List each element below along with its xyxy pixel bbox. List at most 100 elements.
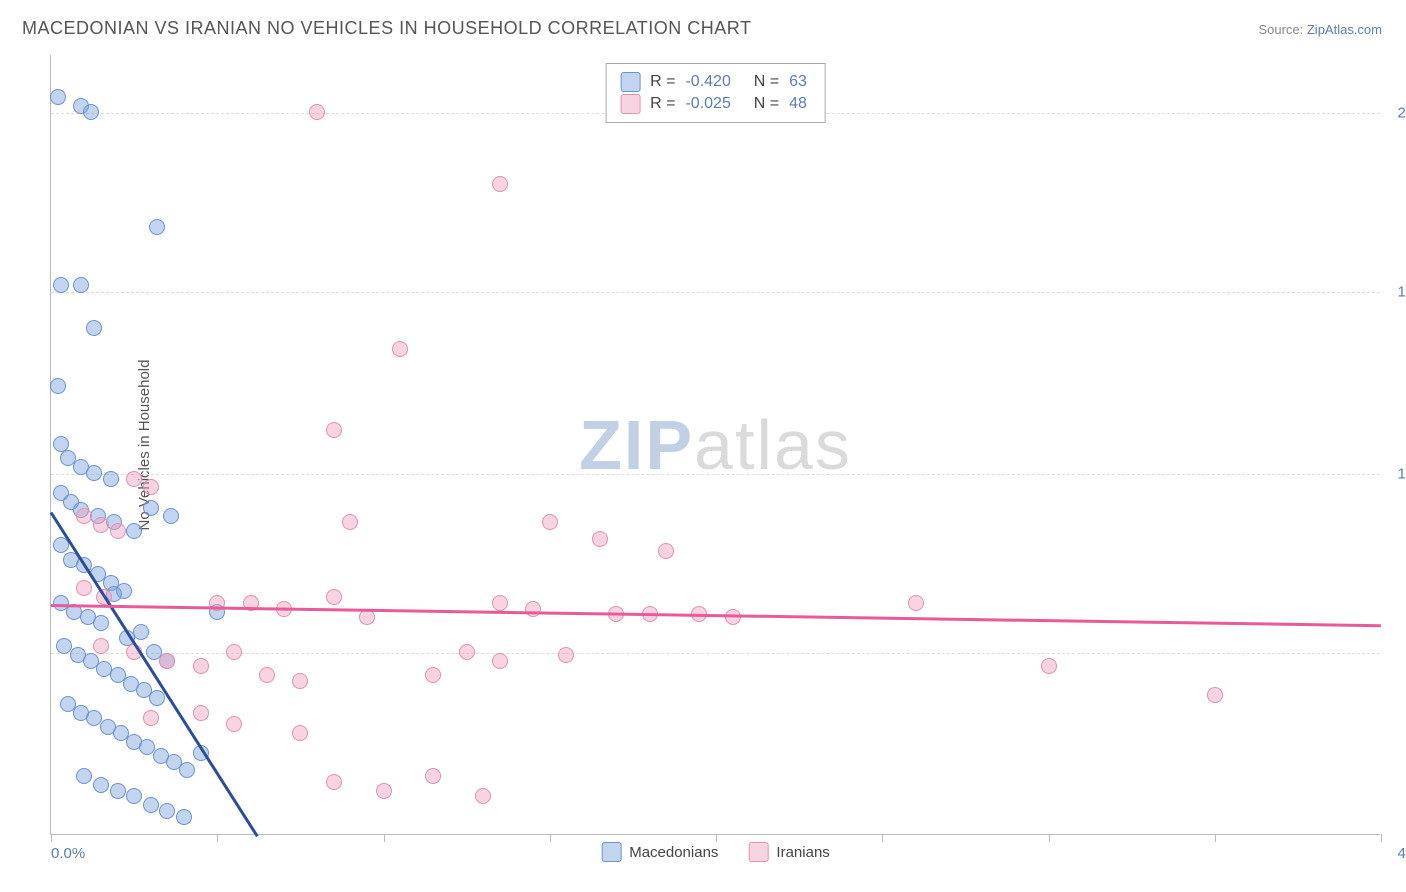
- watermark-atlas: atlas: [694, 406, 852, 484]
- data-point: [193, 705, 209, 721]
- y-tick-label: 12.5%: [1390, 465, 1406, 482]
- data-point: [143, 500, 159, 516]
- x-tick: [1381, 834, 1382, 842]
- data-point: [558, 647, 574, 663]
- chart-container: MACEDONIAN VS IRANIAN NO VEHICLES IN HOU…: [0, 0, 1406, 892]
- data-point: [1041, 658, 1057, 674]
- data-point: [376, 783, 392, 799]
- data-point: [86, 465, 102, 481]
- data-point: [342, 514, 358, 530]
- x-max-label: 40.0%: [1397, 845, 1406, 862]
- trend-line: [50, 512, 259, 837]
- x-tick: [550, 834, 551, 842]
- source-attribution: Source: ZipAtlas.com: [1258, 22, 1382, 37]
- data-point: [309, 104, 325, 120]
- x-tick: [217, 834, 218, 842]
- data-point: [76, 768, 92, 784]
- x-tick: [384, 834, 385, 842]
- data-point: [83, 104, 99, 120]
- data-point: [226, 644, 242, 660]
- y-tick-label: 18.8%: [1390, 283, 1406, 300]
- data-point: [163, 508, 179, 524]
- data-point: [76, 508, 92, 524]
- watermark: ZIPatlas: [579, 405, 852, 485]
- data-point: [492, 176, 508, 192]
- legend-series: Macedonians Iranians: [601, 842, 830, 862]
- n-label: N =: [745, 95, 779, 113]
- legend-stat-row: R =-0.420 N =63: [620, 72, 811, 92]
- n-value: 63: [789, 73, 807, 91]
- legend-label: Iranians: [776, 844, 829, 861]
- data-point: [392, 341, 408, 357]
- data-point: [658, 543, 674, 559]
- x-tick: [1049, 834, 1050, 842]
- legend-stat-row: R = -0.025 N = 48: [620, 94, 811, 114]
- legend-swatch: [601, 842, 621, 862]
- data-point: [592, 531, 608, 547]
- data-point: [326, 774, 342, 790]
- data-point: [226, 716, 242, 732]
- data-point: [50, 378, 66, 394]
- data-point: [542, 514, 558, 530]
- data-point: [126, 523, 142, 539]
- data-point: [86, 320, 102, 336]
- data-point: [73, 277, 89, 293]
- data-point: [459, 644, 475, 660]
- data-point: [93, 777, 109, 793]
- legend-stats: R =-0.420 N =63R =-0.025 N =48: [605, 63, 826, 123]
- data-point: [159, 803, 175, 819]
- x-tick: [51, 834, 52, 842]
- data-point: [143, 710, 159, 726]
- data-point: [76, 580, 92, 596]
- plot-area: No Vehicles in Household ZIPatlas R =-0.…: [50, 55, 1380, 835]
- data-point: [492, 595, 508, 611]
- source-label: Source:: [1258, 22, 1306, 37]
- data-point: [110, 783, 126, 799]
- data-point: [193, 658, 209, 674]
- data-point: [425, 768, 441, 784]
- data-point: [133, 624, 149, 640]
- source-value: ZipAtlas.com: [1307, 22, 1382, 37]
- data-point: [159, 653, 175, 669]
- watermark-zip: ZIP: [579, 406, 694, 484]
- x-min-label: 0.0%: [51, 845, 85, 862]
- data-point: [179, 762, 195, 778]
- data-point: [326, 422, 342, 438]
- data-point: [176, 809, 192, 825]
- data-point: [259, 667, 275, 683]
- data-point: [1207, 687, 1223, 703]
- trend-line: [51, 604, 1381, 627]
- data-point: [492, 653, 508, 669]
- x-tick: [1215, 834, 1216, 842]
- data-point: [292, 725, 308, 741]
- n-value: 48: [789, 95, 807, 113]
- data-point: [143, 797, 159, 813]
- data-point: [149, 219, 165, 235]
- y-tick-label: 25.0%: [1390, 104, 1406, 121]
- legend-swatch: [620, 94, 640, 114]
- data-point: [425, 667, 441, 683]
- legend-swatch: [748, 842, 768, 862]
- legend-label: Macedonians: [629, 844, 718, 861]
- x-tick: [716, 834, 717, 842]
- data-point: [143, 479, 159, 495]
- legend-swatch: [620, 72, 640, 92]
- data-point: [110, 523, 126, 539]
- y-tick-label: 6.3%: [1390, 645, 1406, 662]
- data-point: [50, 89, 66, 105]
- gridline: [51, 474, 1380, 475]
- data-point: [93, 638, 109, 654]
- gridline: [51, 653, 1380, 654]
- x-tick: [882, 834, 883, 842]
- data-point: [326, 589, 342, 605]
- n-label: N =: [745, 73, 779, 91]
- gridline: [51, 292, 1380, 293]
- data-point: [126, 471, 142, 487]
- legend-item: Macedonians: [601, 842, 718, 862]
- r-label: R =: [650, 95, 675, 113]
- r-value: -0.025: [685, 95, 730, 113]
- data-point: [475, 788, 491, 804]
- data-point: [53, 277, 69, 293]
- r-label: R =: [650, 73, 675, 91]
- data-point: [93, 517, 109, 533]
